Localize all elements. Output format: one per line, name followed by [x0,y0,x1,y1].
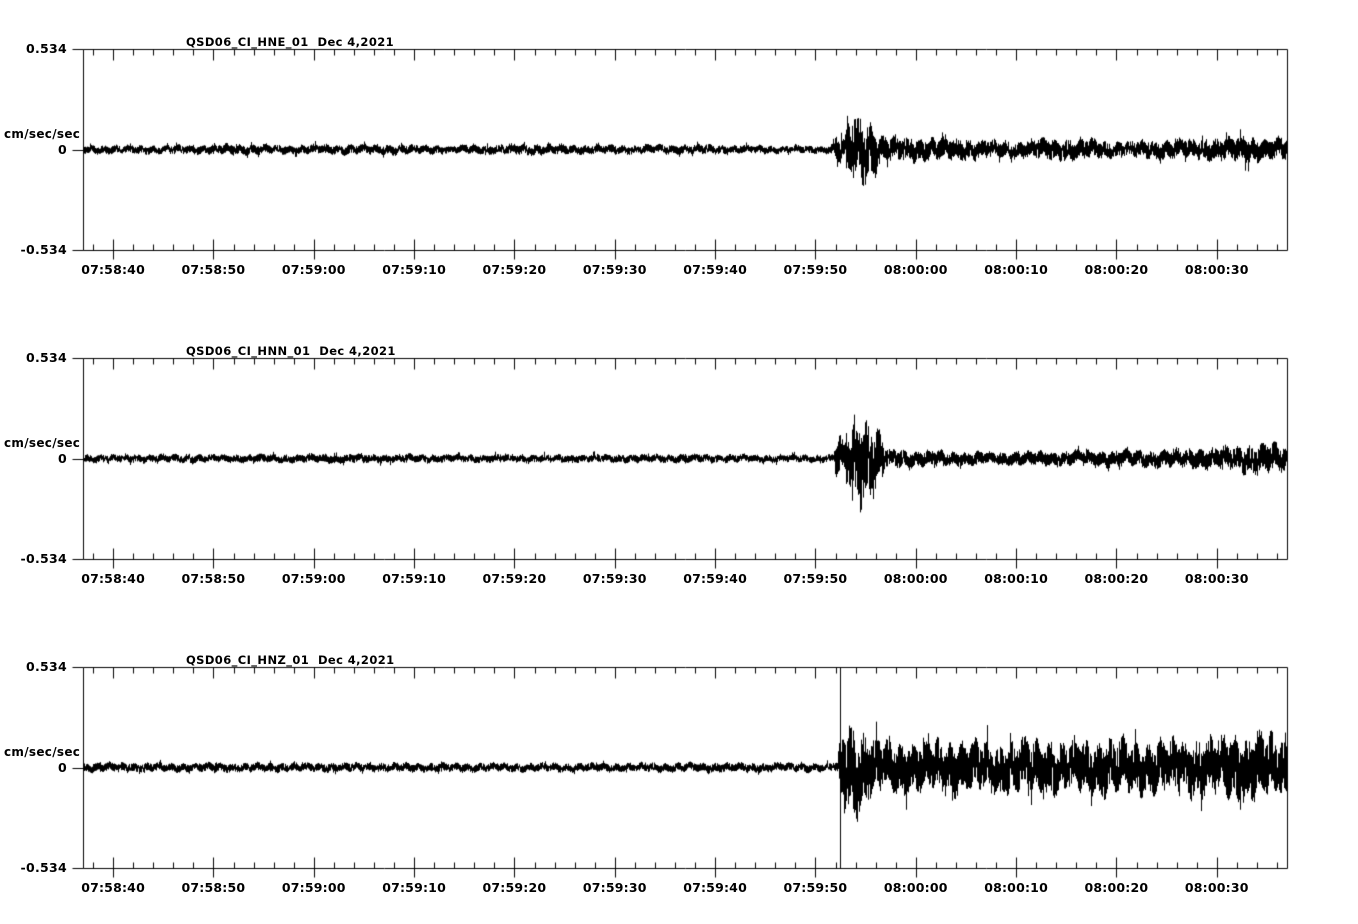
x-tick-label: 07:58:50 [181,880,246,895]
x-tick-label: 07:59:50 [783,880,848,895]
x-tick-label: 07:59:20 [482,880,547,895]
x-tick-label: 07:59:10 [382,880,446,895]
x-tick-label: 08:00:20 [1084,880,1149,895]
y-tick-top-hnz: 0.534 [25,659,67,674]
y-axis-units-label-hnz: cm/sec/sec [4,744,81,759]
x-tick-label: 07:59:30 [582,880,647,895]
panel-title-hnz: QSD06_CI_HNZ_01 Dec 4,2021 [186,653,395,667]
x-tick-label: 08:00:30 [1184,880,1249,895]
x-tick-label: 07:59:00 [281,880,346,895]
y-tick-zero-hnz: 0 [58,759,67,775]
x-tick-label: 08:00:10 [984,880,1048,895]
x-tick-label: 07:58:40 [81,880,145,895]
x-tick-label: 07:59:40 [683,880,747,895]
x-tick-label: 08:00:00 [883,880,948,895]
y-tick-bottom-hnz: -0.534 [20,860,67,875]
